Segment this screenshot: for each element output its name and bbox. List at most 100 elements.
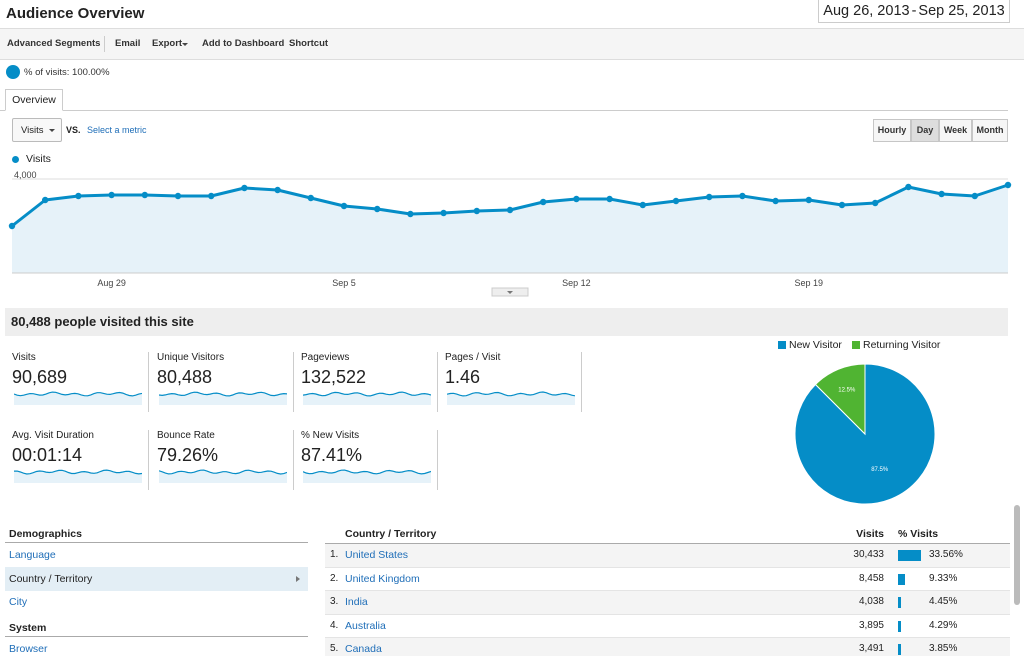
table-row	[325, 614, 1010, 638]
date-text: Aug 26, 2013	[823, 3, 910, 19]
sparkline	[303, 391, 431, 405]
sparkline-area	[159, 392, 287, 405]
rank: 2.	[330, 572, 339, 584]
legend-label: Returning Visitor	[863, 339, 941, 351]
x-tick-label: Sep 12	[562, 278, 591, 288]
sparkline	[14, 391, 142, 405]
point	[573, 195, 580, 203]
point	[440, 209, 447, 217]
vs-label: VS.	[66, 125, 81, 135]
metric-dropdown[interactable]: Visits	[12, 118, 62, 142]
point	[639, 201, 646, 209]
slice-label: 87.5%	[871, 467, 889, 473]
nav-item[interactable]: Country / Territory	[9, 572, 93, 585]
table-row	[325, 638, 1010, 656]
pie-chart: 87.5% 12.5%	[794, 363, 936, 505]
point	[108, 191, 115, 199]
metric-label: Pageviews	[301, 352, 350, 363]
slice-label: 12.5%	[838, 388, 856, 394]
metric-label: Bounce Rate	[157, 430, 215, 441]
rank: 3.	[330, 596, 339, 607]
metric-dropdown-label: Visits	[21, 125, 44, 136]
granularity-button[interactable]: Month	[972, 119, 1008, 142]
point	[1004, 181, 1012, 189]
granularity-button[interactable]: Day	[911, 119, 939, 142]
toolbar-item[interactable]: Advanced Segments	[7, 38, 101, 49]
nav-heading: System	[9, 621, 47, 634]
x-tick-label: Sep 19	[795, 278, 824, 288]
summary-title: 80,488 people visited this site	[11, 314, 194, 329]
nav-rule	[5, 635, 308, 637]
point	[739, 192, 746, 200]
visits: 4,038	[858, 596, 884, 607]
point	[241, 184, 248, 192]
point	[141, 191, 148, 199]
sparkline-line	[303, 391, 431, 397]
pct-bar	[898, 620, 901, 632]
nav-heading: Demographics	[9, 528, 82, 540]
sparkline-line	[303, 469, 431, 475]
table-row	[325, 567, 1010, 591]
metric-separator	[437, 430, 438, 490]
country-link[interactable]: United Kingdom	[345, 572, 420, 585]
nav-item[interactable]: Browser	[9, 642, 48, 655]
metric-label: Pages / Visit	[445, 352, 501, 363]
toolbar-item[interactable]: Shortcut	[289, 38, 329, 49]
toolbar-item[interactable]: Export	[152, 38, 183, 49]
tab-rule	[0, 110, 1008, 111]
pie-slice	[814, 363, 866, 436]
column-header: Country / Territory	[345, 528, 437, 540]
sparkline-area	[14, 392, 142, 405]
point	[772, 197, 779, 205]
pct-label: 4.29%	[929, 619, 958, 631]
granularity-button[interactable]: Hourly	[873, 119, 911, 142]
rank: 1.	[330, 549, 339, 560]
sparkline-line	[14, 469, 142, 475]
pct-label: 33.56%	[929, 549, 963, 560]
metric-label: % New Visits	[301, 430, 360, 441]
country-link[interactable]: India	[345, 596, 368, 608]
table-row	[325, 544, 1010, 568]
visits: 3,895	[858, 619, 884, 631]
point	[340, 202, 348, 210]
metric-value: 80,488	[157, 367, 213, 387]
granularity-button[interactable]: Week	[939, 119, 972, 142]
metric-separator	[148, 430, 149, 490]
x-tick-label: Sep 5	[332, 278, 356, 288]
metric-value: 132,522	[301, 367, 367, 387]
date-text: -	[911, 3, 917, 19]
sparkline	[159, 391, 287, 405]
point	[274, 186, 281, 194]
toolbar-item[interactable]: Add to Dashboard	[202, 38, 285, 49]
pct-bar	[898, 573, 905, 585]
metric-value: 1.46	[445, 367, 481, 387]
nav-item[interactable]: Language	[9, 549, 56, 561]
metric-separator	[437, 352, 438, 412]
sparkline	[303, 469, 431, 483]
date-range[interactable]: Aug 26, 2013- Sep 25, 2013	[818, 0, 1010, 23]
metric-label: Visits	[12, 352, 36, 363]
point	[407, 210, 414, 218]
legend-swatch	[778, 341, 786, 349]
pct-bar	[898, 597, 902, 608]
metric-value: 79.26%	[157, 445, 219, 465]
table-row	[325, 591, 1010, 615]
sparkline-area	[447, 392, 575, 405]
nav-item[interactable]: City	[9, 596, 28, 608]
toolbar-item[interactable]: Email	[115, 38, 141, 49]
point	[208, 192, 215, 200]
segment-icon	[6, 65, 20, 79]
pct-bar	[898, 644, 901, 655]
country-link[interactable]: United States	[345, 549, 409, 561]
toolbar-separator	[104, 36, 105, 52]
column-header: % Visits	[898, 528, 939, 540]
sparkline-line	[159, 469, 287, 475]
sparkline	[159, 469, 287, 483]
tab[interactable]: Overview	[5, 89, 63, 111]
sparkline-line	[159, 391, 287, 397]
page-title: Audience Overview	[6, 5, 145, 22]
country-link[interactable]: Canada	[345, 643, 382, 655]
select-metric-link[interactable]: Select a metric	[87, 125, 147, 135]
country-link[interactable]: Australia	[345, 619, 386, 632]
pct-label: 3.85%	[929, 643, 958, 654]
